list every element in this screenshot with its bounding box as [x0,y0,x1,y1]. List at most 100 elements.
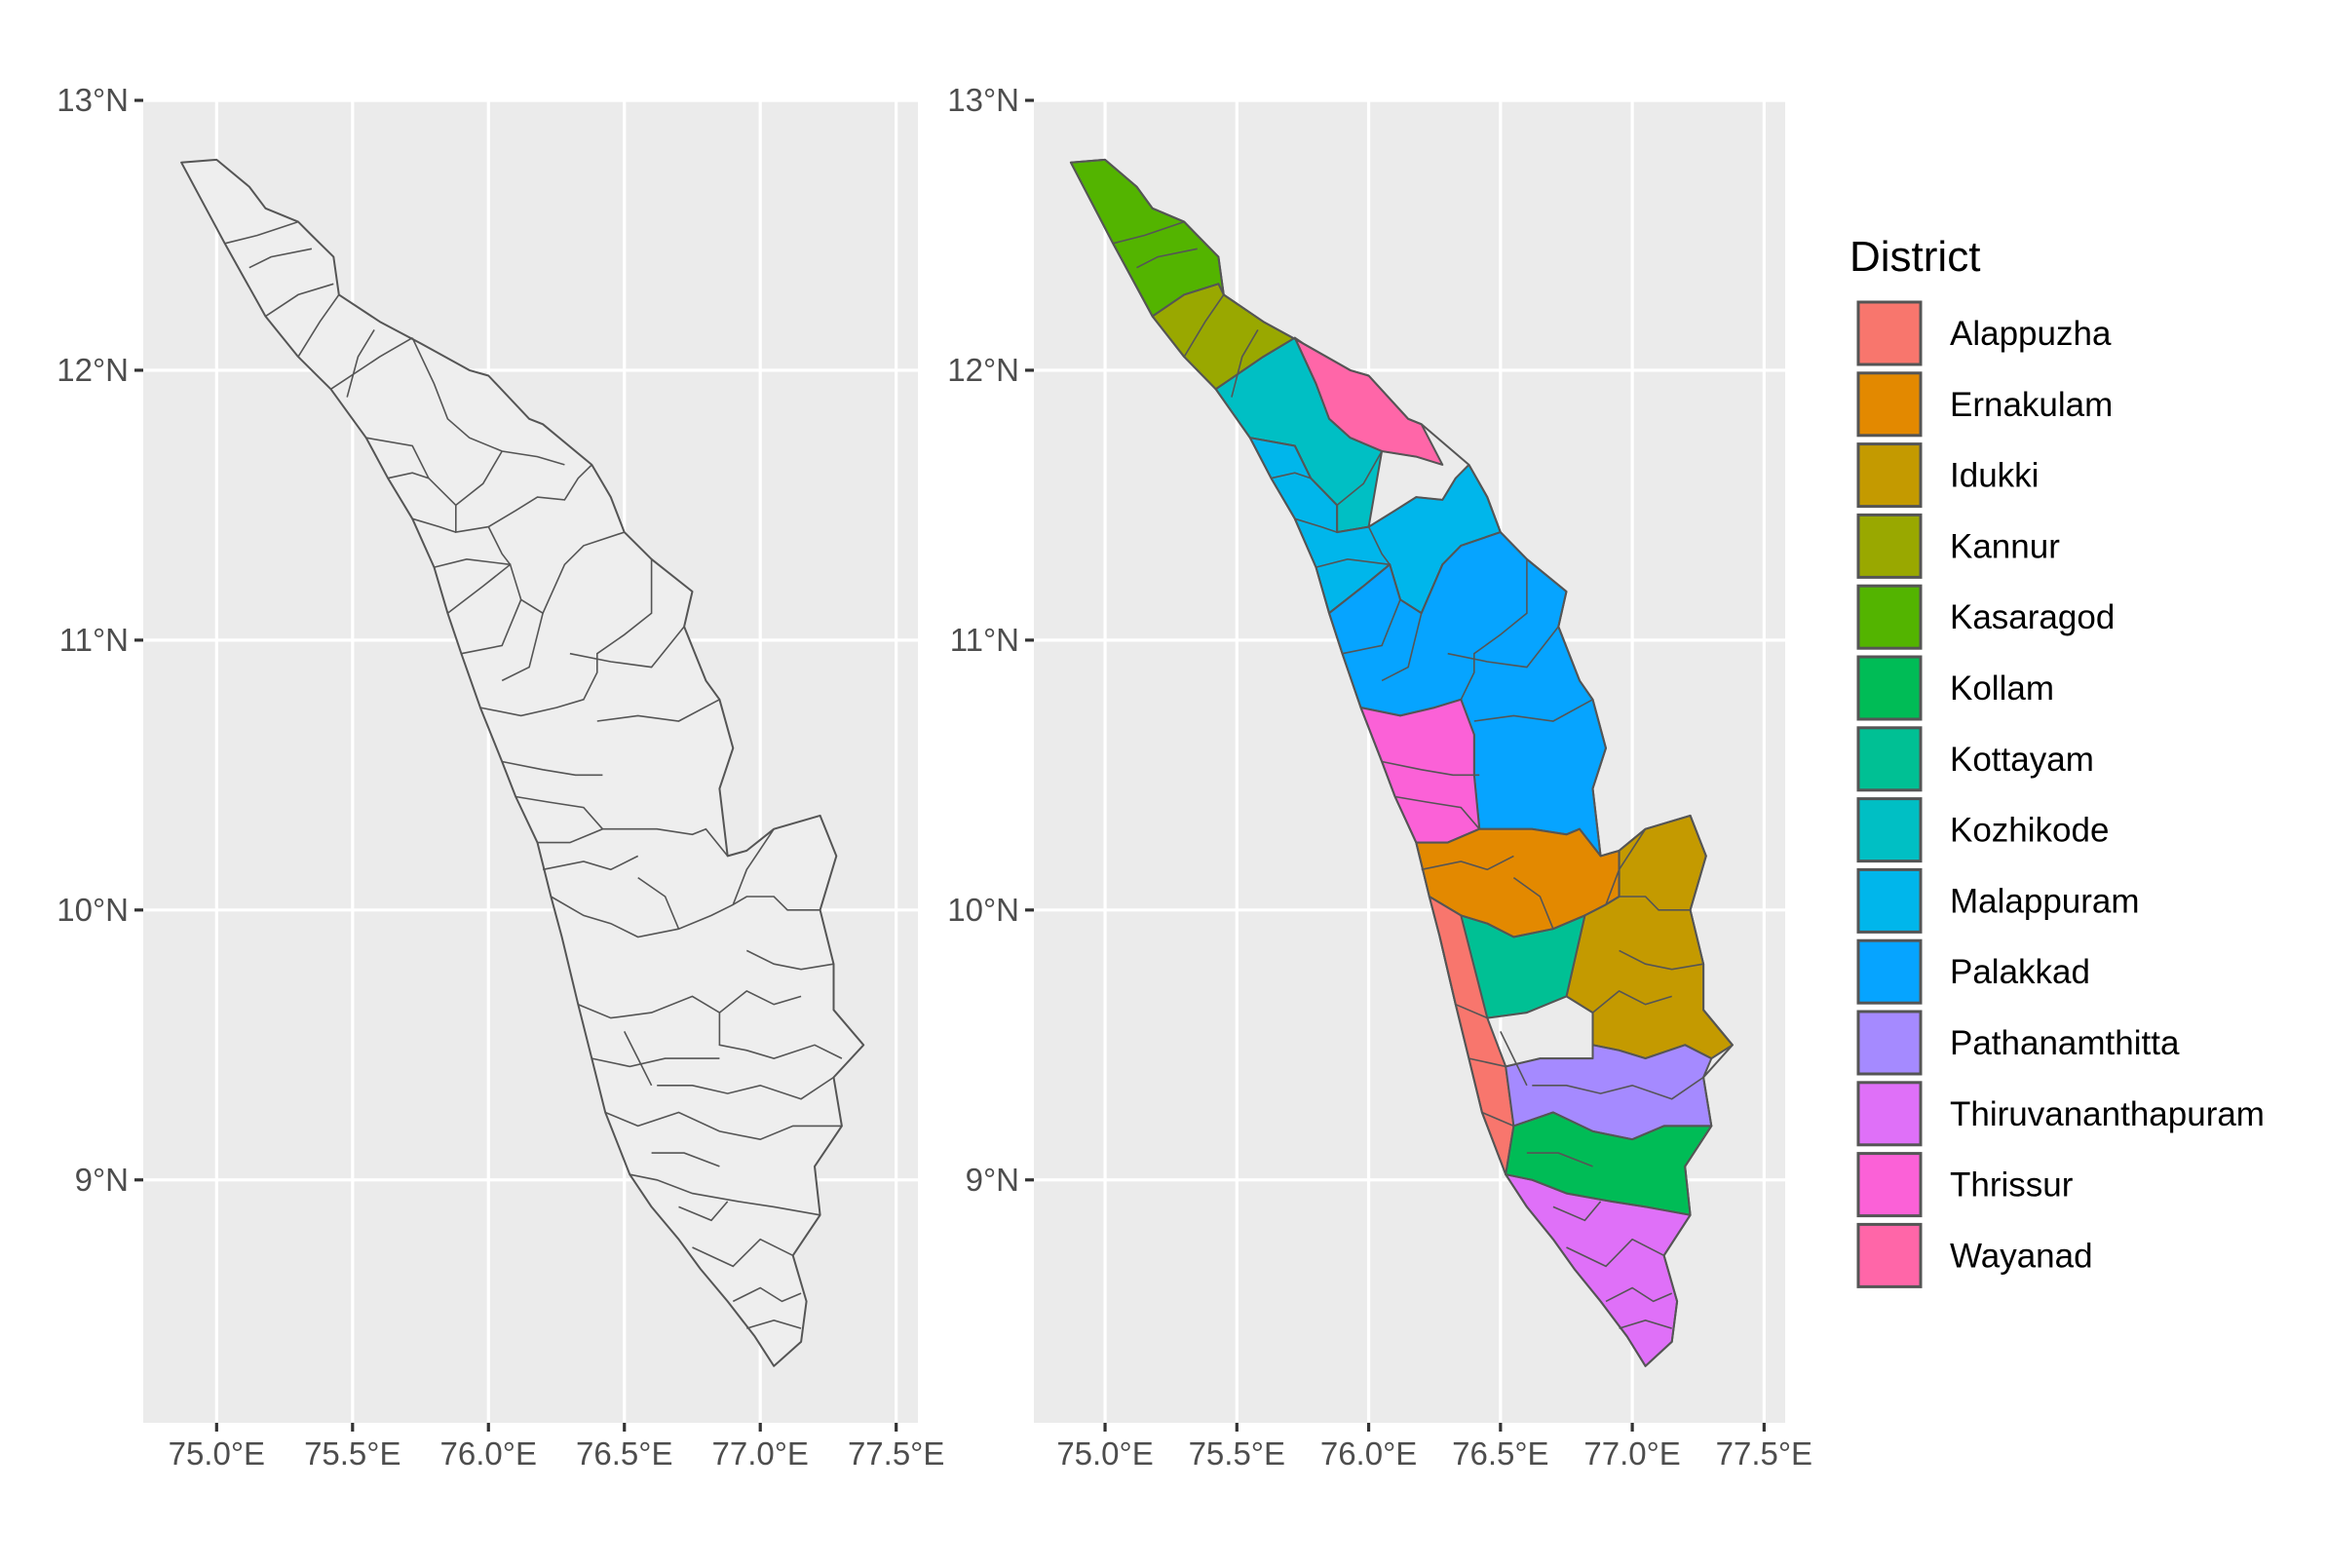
legend-item-idukki: Idukki [1856,442,2039,509]
taluk-boundary [1336,450,1383,507]
taluk-boundary [1619,949,1704,971]
legend-item-palakkad: Palakkad [1856,938,2090,1005]
right-map-panel: 75.0°E 75.5°E 76.0°E 76.5°E 77.0°E 77.5°E 9°N 1… [947,82,1812,1472]
y-tick-label: 9°N [966,1162,1019,1198]
legend-label: Thrissur [1950,1166,2074,1205]
legend-label: Kasaragod [1950,598,2115,636]
taluk-boundary [732,1286,802,1303]
taluk-boundary [678,1201,729,1222]
legend-label: Wayanad [1950,1237,2093,1275]
y-tick-label: 10°N [57,892,129,928]
legend-item-ernakulam: Ernakulam [1856,371,2113,438]
x-tick-label: 75.5°E [304,1435,400,1472]
y-tick-label: 13°N [57,82,129,118]
x-tick-label: 77.0°E [1583,1435,1680,1472]
taluk-boundary [224,220,299,245]
district-boundary [604,1111,842,1141]
district-boundary [629,1173,820,1216]
legend-label: Kannur [1950,527,2060,565]
taluk-boundary [501,613,544,682]
taluk-boundary [1591,989,1672,1013]
legend-swatch [1856,726,1923,792]
taluk-boundary [1231,328,1259,398]
district-boundary [1152,283,1219,318]
legend-swatch [1856,513,1923,579]
taluk-boundary [297,293,340,358]
taluk-boundary [502,760,603,777]
x-tick-label: 77.0°E [711,1435,808,1472]
taluk-boundary [1316,557,1391,568]
legend-swatch [1856,1010,1923,1076]
y-tick-label: 11°N [59,622,129,658]
taluk-boundary [745,949,834,971]
taluk-boundary [569,626,685,669]
taluk-boundary [1294,517,1338,533]
legend-label: Thiruvananthapuram [1950,1095,2265,1133]
district-boundary [1455,995,1712,1059]
taluk-boundary [1113,220,1185,245]
x-tick-label: 75.0°E [169,1435,265,1472]
legend-label: Malappuram [1950,882,2140,920]
legend-label: Kollam [1950,669,2054,708]
legend-items: Alappuzha Ernakulam Idukki Kannur Kasaragod K… [1856,300,2265,1288]
taluk-boundary [411,517,457,533]
x-tick-label: 76.5°E [1452,1435,1548,1472]
legend-label: Idukki [1950,457,2039,495]
taluk-boundary [746,1319,802,1329]
legend-swatch [1856,1152,1923,1218]
taluk-boundary [515,795,603,830]
y-tick-label: 12°N [947,352,1019,388]
x-tick-label: 76.0°E [440,1435,537,1472]
left-map-panel: 75.0°E 75.5°E 76.0°E 76.5°E 77.0°E 77.5°E 9°N 1… [57,82,944,1472]
legend-swatch [1856,371,1923,438]
y-tick-label: 10°N [947,892,1019,928]
x-tick-label: 77.5°E [848,1435,944,1472]
x-tick-label: 75.5°E [1189,1435,1285,1472]
legend-item-kannur: Kannur [1856,513,2060,579]
legend-label: Kozhikode [1950,812,2109,850]
legend-item-kasaragod: Kasaragod [1856,584,2115,650]
taluk-boundary [1447,626,1559,669]
taluk-boundary [1605,828,1647,905]
x-tick-label: 75.0°E [1056,1435,1153,1472]
district-boundary [330,337,413,390]
district-boundary [537,827,729,857]
taluk-boundary [657,1076,834,1100]
district-boundary [1215,337,1296,390]
legend-item-kozhikode: Kozhikode [1856,797,2109,863]
taluk-boundary [623,1031,653,1087]
district-boundary [1566,1238,1664,1268]
taluk-boundary [1394,795,1480,830]
x-tick-label: 77.5°E [1716,1435,1812,1472]
district-boundary [591,1057,720,1068]
district-boundary [550,896,820,938]
legend-item-alappuzha: Alappuzha [1856,300,2112,366]
district-boundary [577,995,843,1059]
taluk-boundary [455,450,503,507]
legend-swatch [1856,1222,1923,1288]
legend-item-malappuram: Malappuram [1856,867,2140,934]
taluk-boundary [248,248,313,269]
legend-swatch [1856,1081,1923,1147]
taluk-boundary [718,989,802,1013]
district-boundary [479,558,653,717]
taluk-boundary [461,598,522,655]
district-boundary [411,337,565,466]
x-tick-label: 76.0°E [1320,1435,1417,1472]
taluk-boundary [346,328,375,398]
taluk-boundary [651,1152,720,1167]
taluk-boundary [387,472,430,479]
district-boundary [1416,827,1602,857]
taluk-boundary [434,557,511,568]
legend-item-thrissur: Thrissur [1856,1152,2074,1218]
taluk-boundary [637,876,680,930]
legend-label: Ernakulam [1950,386,2113,424]
legend-item-pathanamthitta: Pathanamthitta [1856,1010,2180,1076]
legend-title: District [1849,233,1980,281]
taluk-boundary [1381,613,1423,682]
taluk-boundary [542,855,639,871]
taluk-boundary [1381,760,1480,777]
legend-swatch [1856,300,1923,366]
y-tick-label: 12°N [57,352,129,388]
